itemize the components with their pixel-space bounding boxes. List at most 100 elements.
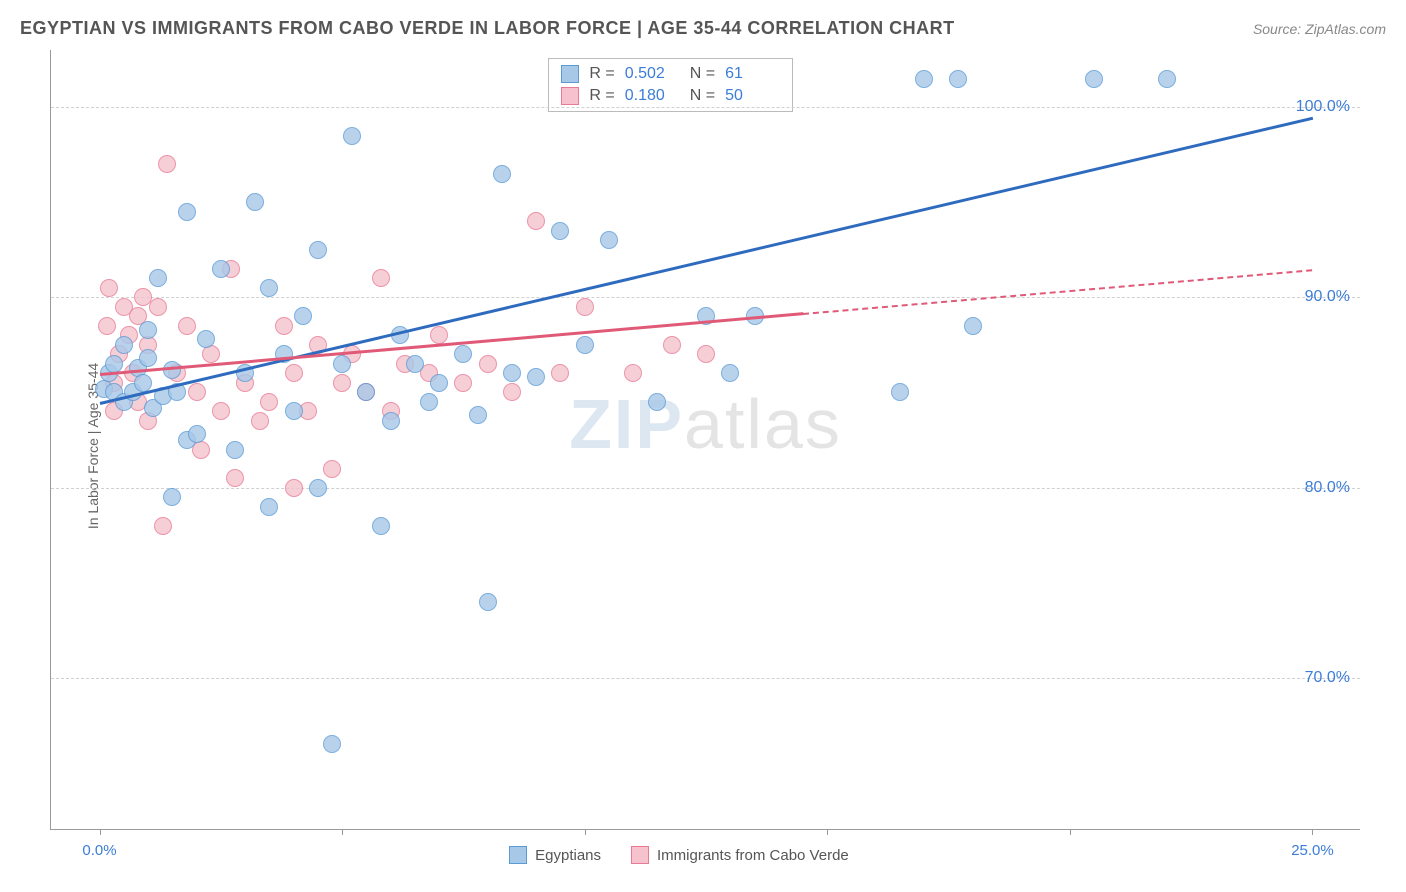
scatter-point-egyptians <box>139 349 157 367</box>
watermark-bold: ZIP <box>569 385 684 463</box>
r-label: R = <box>589 87 614 105</box>
scatter-point-cabo-verde <box>275 317 293 335</box>
scatter-point-cabo-verde <box>188 383 206 401</box>
scatter-point-cabo-verde <box>226 469 244 487</box>
x-tick <box>585 829 586 835</box>
scatter-point-egyptians <box>309 241 327 259</box>
trend-line-cabo-verde-extrapolated <box>803 269 1313 315</box>
scatter-point-egyptians <box>964 317 982 335</box>
scatter-point-egyptians <box>343 127 361 145</box>
scatter-point-cabo-verde <box>251 412 269 430</box>
scatter-point-egyptians <box>949 70 967 88</box>
scatter-point-cabo-verde <box>260 393 278 411</box>
stats-row-egyptians: R = 0.502 N = 61 <box>561 63 780 85</box>
scatter-point-cabo-verde <box>98 317 116 335</box>
scatter-point-egyptians <box>226 441 244 459</box>
watermark: ZIPatlas <box>569 384 842 464</box>
scatter-point-cabo-verde <box>100 279 118 297</box>
scatter-point-cabo-verde <box>178 317 196 335</box>
x-tick-label: 25.0% <box>1291 842 1334 859</box>
scatter-point-egyptians <box>333 355 351 373</box>
legend-item-egyptians: Egyptians <box>509 846 601 864</box>
gridline-h <box>51 297 1360 298</box>
chart-plot-area: ZIPatlas R = 0.502 N = 61 R = 0.180 N = … <box>50 50 1360 830</box>
x-tick <box>100 829 101 835</box>
swatch-egyptians <box>561 65 579 83</box>
scatter-point-cabo-verde <box>551 364 569 382</box>
r-value-cabo-verde: 0.180 <box>625 87 680 105</box>
scatter-point-cabo-verde <box>285 479 303 497</box>
scatter-point-egyptians <box>721 364 739 382</box>
scatter-point-egyptians <box>600 231 618 249</box>
scatter-point-egyptians <box>469 406 487 424</box>
scatter-point-egyptians <box>294 307 312 325</box>
scatter-point-cabo-verde <box>212 402 230 420</box>
x-tick <box>342 829 343 835</box>
scatter-point-egyptians <box>246 193 264 211</box>
scatter-point-cabo-verde <box>576 298 594 316</box>
y-tick-label: 90.0% <box>1305 288 1350 306</box>
scatter-point-egyptians <box>357 383 375 401</box>
scatter-point-cabo-verde <box>158 155 176 173</box>
r-label: R = <box>589 65 614 83</box>
scatter-point-cabo-verde <box>372 269 390 287</box>
scatter-point-egyptians <box>178 203 196 221</box>
scatter-point-cabo-verde <box>697 345 715 363</box>
scatter-point-egyptians <box>454 345 472 363</box>
scatter-point-egyptians <box>891 383 909 401</box>
scatter-point-cabo-verde <box>527 212 545 230</box>
bottom-legend: Egyptians Immigrants from Cabo Verde <box>509 846 849 864</box>
scatter-point-egyptians <box>197 330 215 348</box>
scatter-point-cabo-verde <box>323 460 341 478</box>
scatter-point-cabo-verde <box>285 364 303 382</box>
scatter-point-egyptians <box>479 593 497 611</box>
correlation-stats-box: R = 0.502 N = 61 R = 0.180 N = 50 <box>548 58 793 112</box>
gridline-h <box>51 678 1360 679</box>
x-tick <box>827 829 828 835</box>
legend-swatch-egyptians <box>509 846 527 864</box>
scatter-point-egyptians <box>420 393 438 411</box>
scatter-point-egyptians <box>576 336 594 354</box>
x-tick <box>1312 829 1313 835</box>
scatter-point-cabo-verde <box>333 374 351 392</box>
y-tick-label: 80.0% <box>1305 479 1350 497</box>
scatter-point-egyptians <box>915 70 933 88</box>
watermark-light: atlas <box>684 385 842 463</box>
scatter-point-egyptians <box>309 479 327 497</box>
scatter-point-egyptians <box>149 269 167 287</box>
r-value-egyptians: 0.502 <box>625 65 680 83</box>
scatter-point-cabo-verde <box>503 383 521 401</box>
scatter-point-egyptians <box>260 279 278 297</box>
legend-swatch-cabo-verde <box>631 846 649 864</box>
gridline-h <box>51 488 1360 489</box>
scatter-point-egyptians <box>527 368 545 386</box>
scatter-point-cabo-verde <box>454 374 472 392</box>
scatter-point-cabo-verde <box>663 336 681 354</box>
scatter-point-cabo-verde <box>149 298 167 316</box>
scatter-point-egyptians <box>188 425 206 443</box>
scatter-point-egyptians <box>163 488 181 506</box>
n-label: N = <box>690 65 715 83</box>
scatter-point-egyptians <box>430 374 448 392</box>
scatter-point-egyptians <box>648 393 666 411</box>
x-tick-label: 0.0% <box>82 842 116 859</box>
x-tick <box>1070 829 1071 835</box>
legend-label-cabo-verde: Immigrants from Cabo Verde <box>657 847 849 864</box>
scatter-point-egyptians <box>551 222 569 240</box>
scatter-point-cabo-verde <box>479 355 497 373</box>
swatch-cabo-verde <box>561 87 579 105</box>
scatter-point-egyptians <box>382 412 400 430</box>
scatter-point-egyptians <box>139 321 157 339</box>
scatter-point-egyptians <box>493 165 511 183</box>
scatter-point-egyptians <box>406 355 424 373</box>
scatter-point-egyptians <box>212 260 230 278</box>
source-attribution: Source: ZipAtlas.com <box>1253 21 1386 37</box>
chart-header: EGYPTIAN VS IMMIGRANTS FROM CABO VERDE I… <box>20 18 1386 39</box>
stats-row-cabo-verde: R = 0.180 N = 50 <box>561 85 780 107</box>
legend-label-egyptians: Egyptians <box>535 847 601 864</box>
scatter-point-egyptians <box>115 336 133 354</box>
scatter-point-egyptians <box>323 735 341 753</box>
scatter-point-cabo-verde <box>154 517 172 535</box>
scatter-point-egyptians <box>372 517 390 535</box>
gridline-h <box>51 107 1360 108</box>
